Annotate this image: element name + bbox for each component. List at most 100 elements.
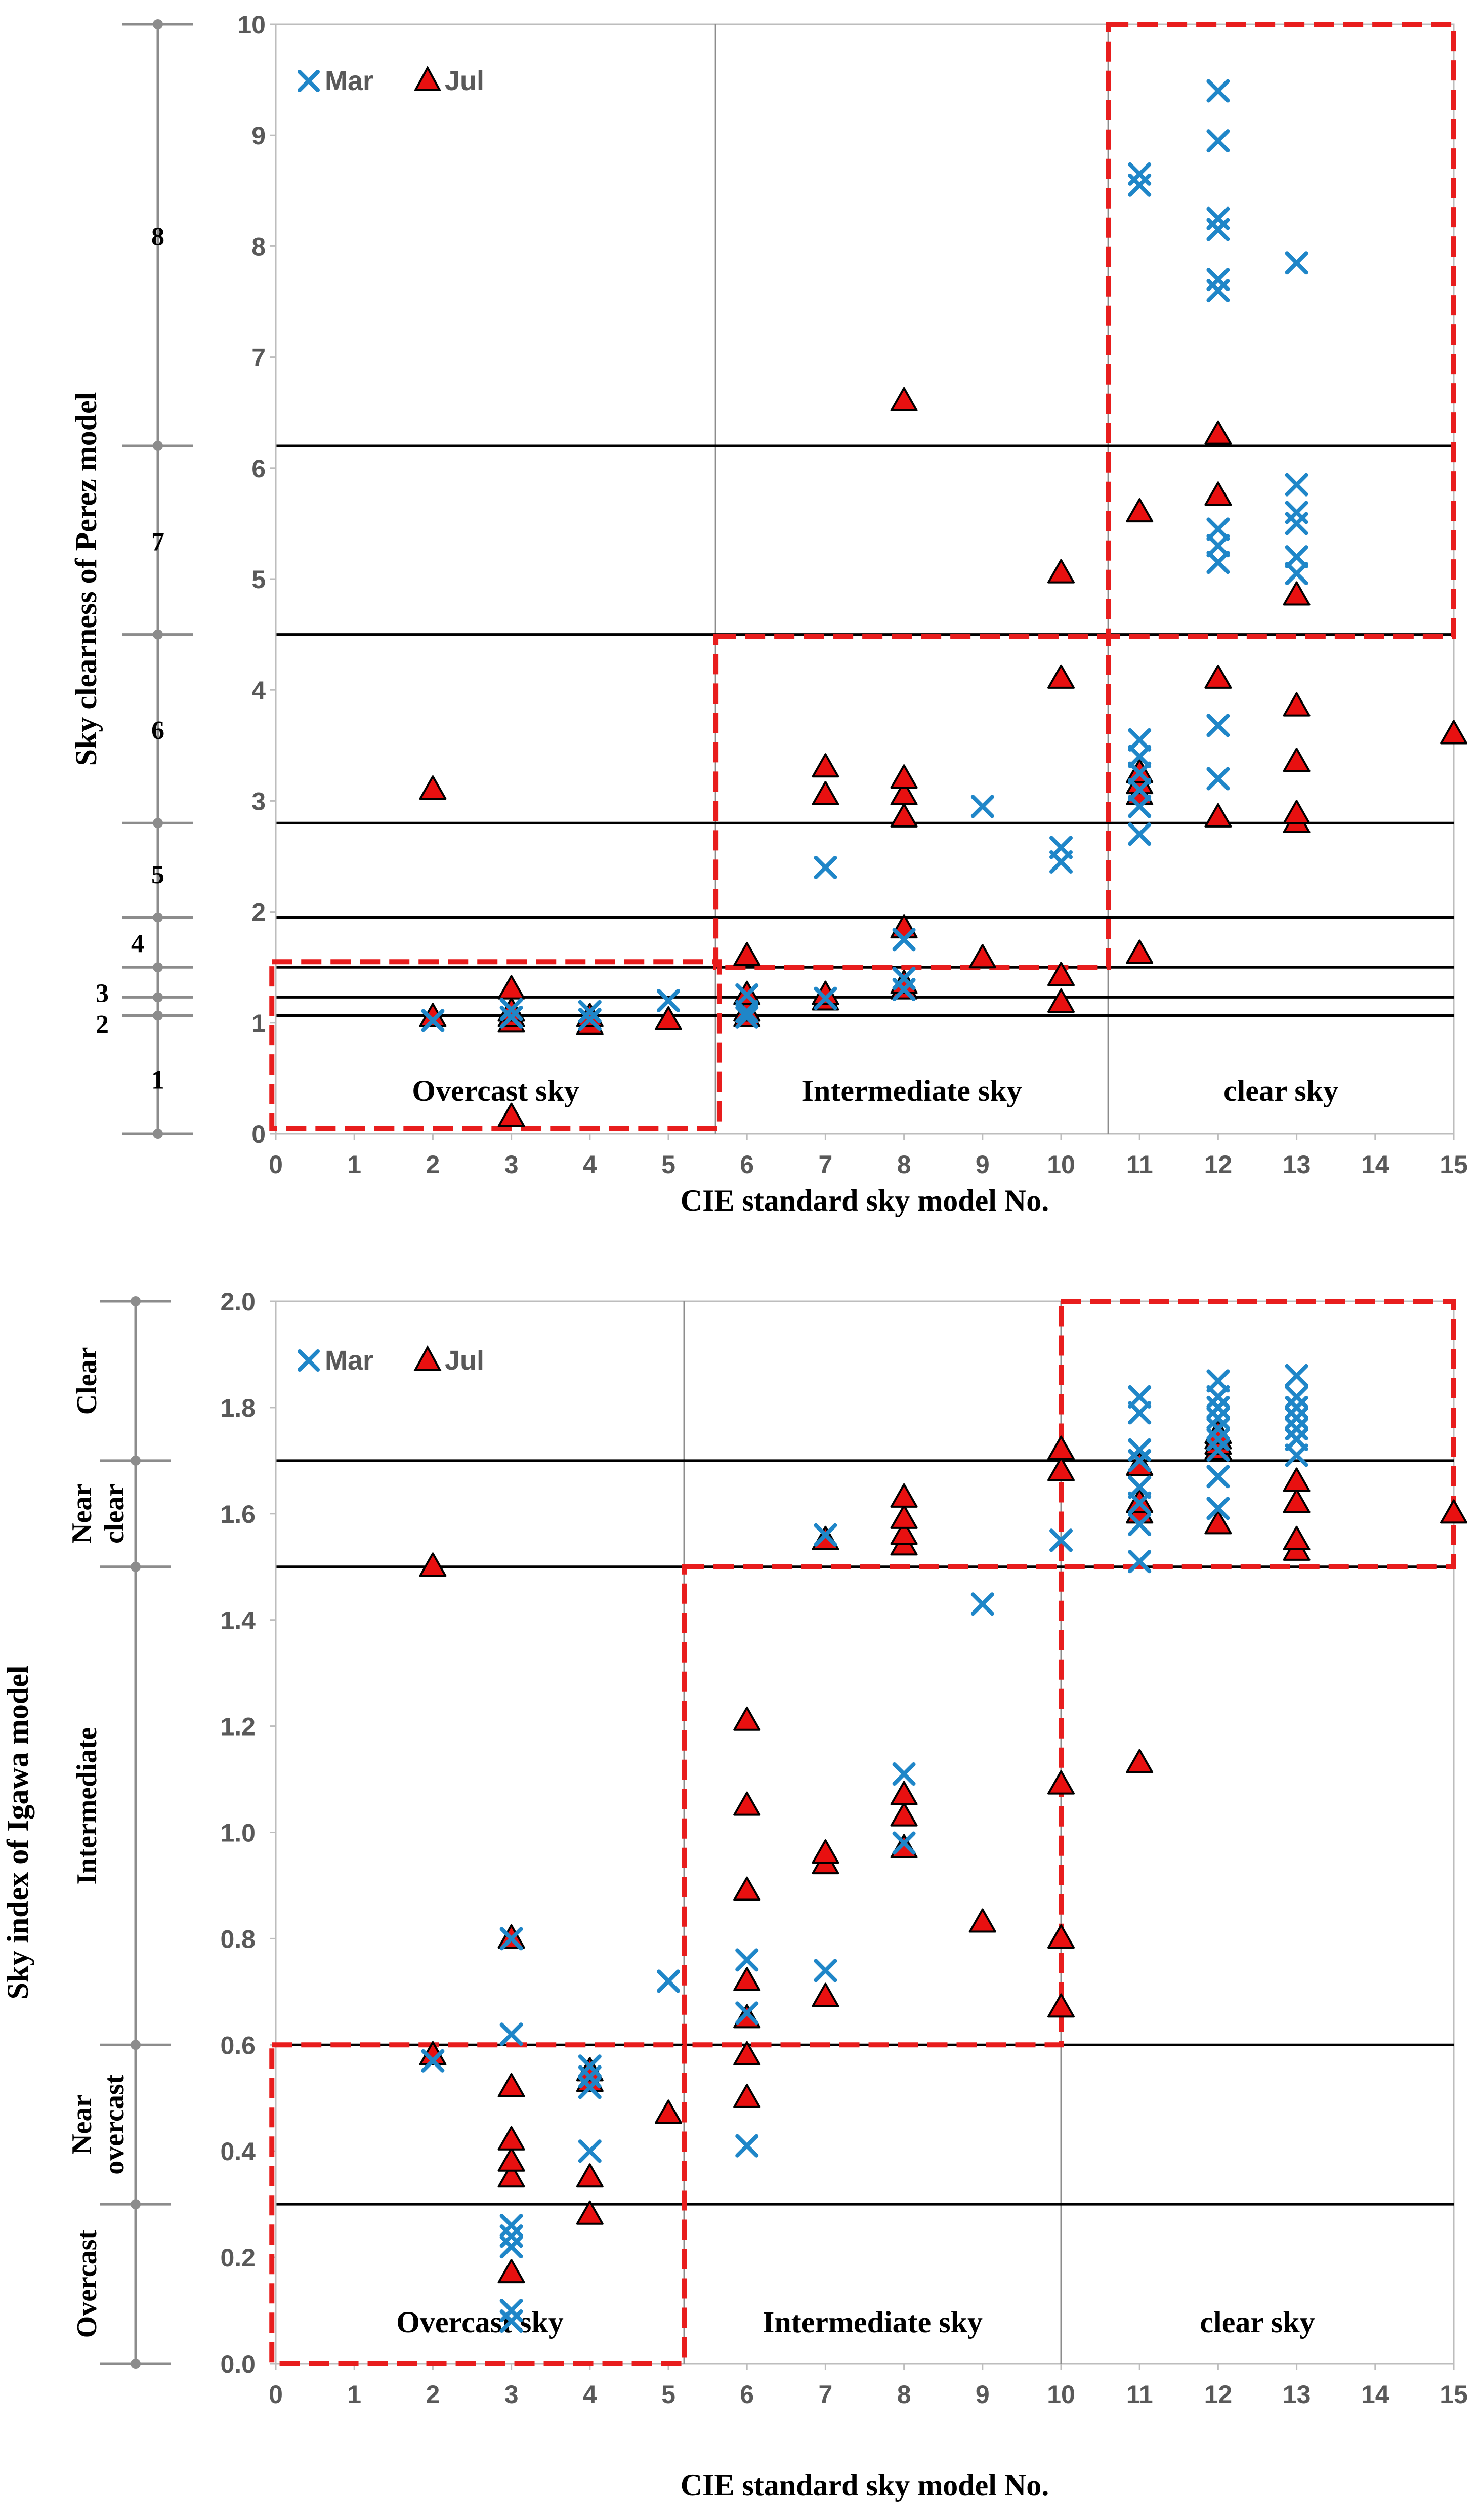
jul-point	[1283, 1467, 1311, 1492]
mar-point-stroke	[421, 1009, 445, 1032]
category-bracket-dot	[153, 629, 163, 640]
x-tick-label: 12	[1204, 2380, 1233, 2409]
jul-point	[890, 387, 918, 411]
y-axis-title: Sky index of Igawa model	[1, 1665, 34, 1999]
jul-point	[655, 1006, 682, 1031]
region-label: Overcast sky	[412, 1074, 579, 1107]
jul-point	[1440, 1499, 1467, 1524]
mar-point-stroke	[499, 2214, 523, 2238]
y-tick-label: 1.6	[220, 1500, 256, 1528]
jul-point	[733, 1791, 761, 1816]
mar-point-stroke	[814, 1523, 837, 1547]
mar-point-stroke	[1285, 545, 1308, 569]
y-tick-label: 10	[237, 11, 266, 39]
jul-point	[1047, 988, 1075, 1013]
mar-point	[578, 1000, 602, 1023]
mar-point-stroke	[1128, 761, 1152, 785]
mar-point	[814, 1959, 837, 1982]
legend-jul-marker	[413, 1345, 442, 1371]
region-label: Overcast sky	[396, 2305, 564, 2339]
jul-point	[1283, 748, 1311, 772]
mar-point-stroke	[1206, 534, 1230, 558]
mar-point-stroke	[657, 988, 680, 1012]
jul-point	[497, 2126, 525, 2151]
y-tick-label: 0.8	[220, 1925, 256, 1953]
x-tick-label: 1	[347, 2380, 361, 2409]
mar-point	[735, 983, 759, 1007]
mar-point	[1128, 1475, 1152, 1499]
mar-point-stroke	[499, 2022, 523, 2046]
jul-point	[1047, 1435, 1075, 1460]
mar-point-stroke	[892, 928, 916, 952]
mar-point-stroke	[578, 1000, 602, 1023]
jul-point	[733, 1706, 761, 1731]
region-dashed-box	[1059, 1299, 1456, 1569]
y-tick-label: 8	[251, 232, 266, 261]
mar-point-stroke	[578, 2139, 602, 2163]
category-bracket-dot	[131, 2199, 141, 2210]
mar-point-stroke	[578, 1008, 602, 1031]
jul-point	[1283, 1489, 1311, 1513]
mar-point-stroke	[735, 1005, 759, 1029]
y-tick-label: 9	[251, 121, 266, 150]
region-dashed-box	[269, 2042, 687, 2367]
region-dashed-box	[713, 634, 1111, 970]
x-tick-label: 15	[1440, 1150, 1468, 1179]
mar-point-stroke	[578, 2054, 602, 2078]
mar-point-stroke	[1285, 1364, 1308, 1387]
region-label: Intermediate sky	[763, 2305, 983, 2339]
mar-point	[1206, 268, 1230, 292]
mar-point-stroke	[1128, 1491, 1152, 1515]
category-label: 6	[151, 716, 164, 745]
mar-point	[1128, 795, 1152, 818]
mar-point	[1285, 562, 1308, 586]
x-tick-label: 5	[661, 1150, 675, 1179]
x-tick-label: 2	[426, 2380, 440, 2409]
mar-point-stroke	[1285, 251, 1308, 275]
mar-point-stroke	[814, 855, 837, 879]
mar-point-stroke	[1128, 1401, 1152, 1425]
jul-point	[733, 2041, 761, 2065]
jul-point	[890, 1504, 918, 1529]
mar-point	[1206, 714, 1230, 737]
jul-point	[1283, 692, 1311, 717]
region-label: Intermediate sky	[802, 1074, 1022, 1107]
mar-point	[1128, 822, 1152, 846]
y-tick-label: 7	[251, 344, 266, 372]
mar-point	[578, 2054, 602, 2078]
jul-point	[968, 944, 996, 969]
mar-point-stroke	[1285, 1443, 1308, 1467]
mar-point-stroke	[1128, 1550, 1152, 1574]
mar-point	[1128, 1385, 1152, 1409]
mar-point	[657, 988, 680, 1012]
jul-point	[890, 1483, 918, 1508]
mar-point	[1285, 1364, 1308, 1387]
jul-point	[1047, 1770, 1075, 1795]
mar-point-stroke	[735, 1000, 759, 1023]
jul-point	[1126, 1749, 1154, 1773]
mar-point-stroke	[1128, 162, 1152, 186]
mar-point-stroke	[1206, 268, 1230, 292]
mar-point	[1049, 836, 1073, 859]
x-tick-label: 1	[347, 1150, 361, 1179]
jul-point	[1047, 559, 1075, 584]
region-dashed-box	[682, 1564, 1064, 2048]
mar-point	[1206, 1497, 1230, 1520]
mar-point-stroke	[892, 967, 916, 990]
jul-point	[1204, 1510, 1232, 1535]
jul-point	[1204, 664, 1232, 689]
x-tick-label: 6	[740, 1150, 754, 1179]
mar-point-stroke	[1206, 714, 1230, 737]
mar-point	[814, 1523, 837, 1547]
mar-point	[1285, 251, 1308, 275]
mar-point	[1206, 534, 1230, 558]
mar-point	[1285, 501, 1308, 524]
x-tick-label: 4	[583, 1150, 597, 1179]
mar-point-stroke	[1206, 1369, 1230, 1393]
category-bracket-dot	[131, 1296, 141, 1306]
x-axis-title: CIE standard sky model No.	[681, 2468, 1049, 2502]
jul-point	[890, 781, 918, 806]
legend-mar-label: Mar	[325, 66, 373, 96]
y-tick-label: 4	[251, 676, 266, 705]
